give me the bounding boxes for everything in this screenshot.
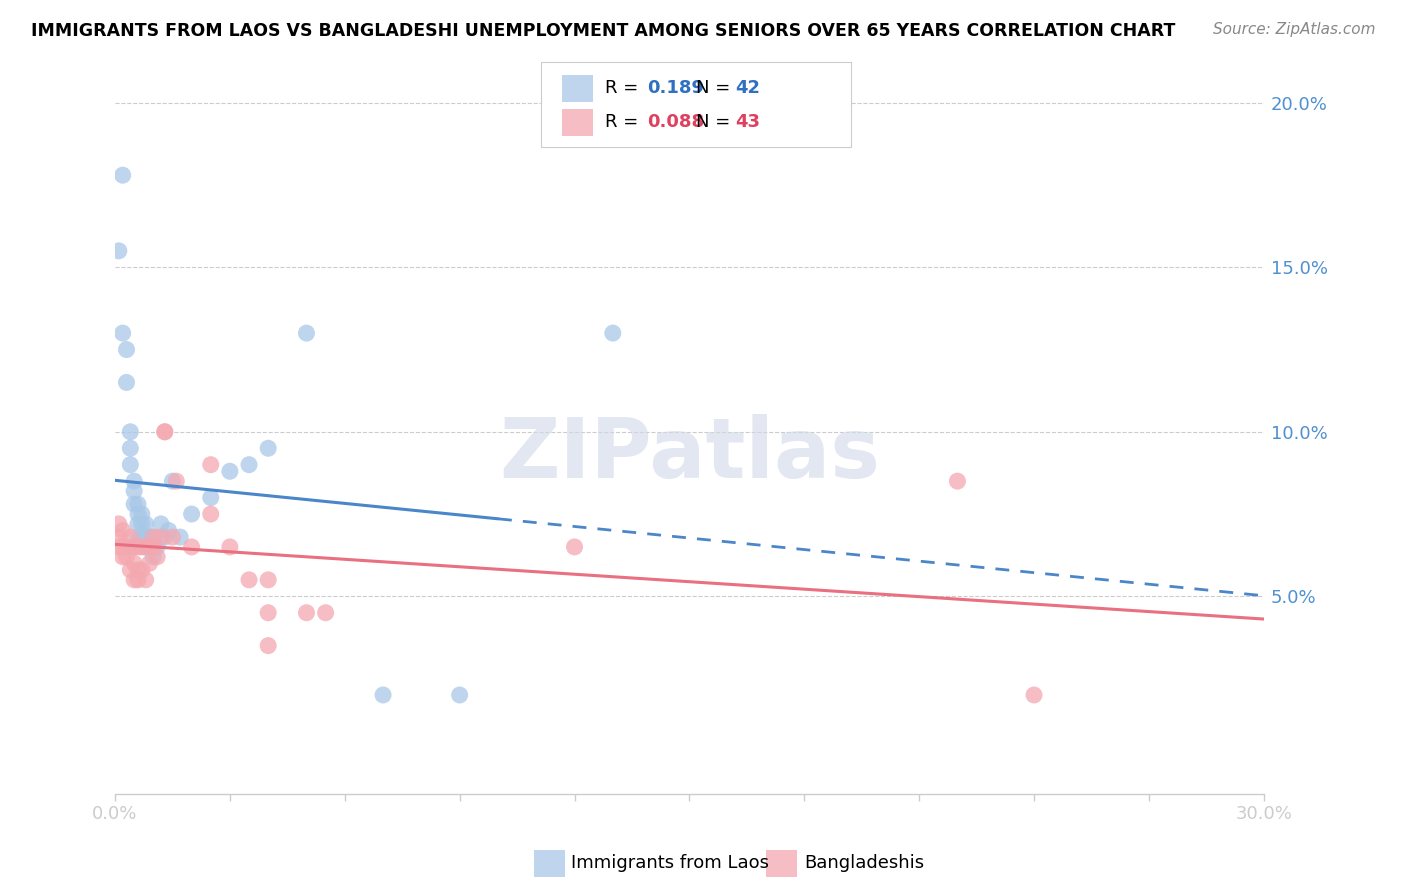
Point bbox=[153, 425, 176, 439]
Point bbox=[111, 326, 134, 340]
Point bbox=[131, 530, 153, 544]
Point bbox=[108, 244, 131, 258]
Point bbox=[111, 540, 134, 554]
Point bbox=[1022, 688, 1045, 702]
Point bbox=[238, 458, 260, 472]
Point bbox=[120, 458, 142, 472]
Point bbox=[146, 540, 169, 554]
Point bbox=[127, 563, 149, 577]
Point bbox=[115, 549, 138, 564]
Point bbox=[120, 425, 142, 439]
Point bbox=[449, 688, 471, 702]
Point bbox=[146, 549, 169, 564]
Point bbox=[120, 442, 142, 456]
Point bbox=[127, 540, 149, 554]
Point bbox=[131, 540, 153, 554]
Point bbox=[162, 474, 184, 488]
Point bbox=[108, 530, 131, 544]
Point bbox=[135, 573, 157, 587]
Point bbox=[115, 540, 138, 554]
Point bbox=[135, 540, 157, 554]
Point bbox=[122, 573, 145, 587]
Text: 0.189: 0.189 bbox=[647, 79, 704, 97]
Text: Source: ZipAtlas.com: Source: ZipAtlas.com bbox=[1212, 22, 1375, 37]
Text: Immigrants from Laos: Immigrants from Laos bbox=[571, 855, 769, 872]
Point bbox=[315, 606, 337, 620]
Point bbox=[127, 573, 149, 587]
Point bbox=[257, 573, 280, 587]
Point bbox=[257, 442, 280, 456]
Text: N =: N = bbox=[696, 113, 735, 131]
Point bbox=[131, 516, 153, 531]
Point bbox=[180, 540, 202, 554]
Point bbox=[135, 516, 157, 531]
Point bbox=[122, 557, 145, 571]
Text: N =: N = bbox=[696, 79, 735, 97]
Text: 0.088: 0.088 bbox=[647, 113, 704, 131]
Point bbox=[142, 540, 165, 554]
Text: ZIPatlas: ZIPatlas bbox=[499, 414, 880, 495]
Point bbox=[165, 474, 187, 488]
Point bbox=[149, 516, 172, 531]
Text: Bangladeshis: Bangladeshis bbox=[804, 855, 924, 872]
Point bbox=[138, 540, 160, 554]
Point bbox=[169, 530, 191, 544]
Point bbox=[219, 540, 242, 554]
Point bbox=[135, 530, 157, 544]
Point bbox=[219, 464, 242, 478]
Point bbox=[371, 688, 394, 702]
Point bbox=[180, 507, 202, 521]
Point bbox=[162, 530, 184, 544]
Point bbox=[120, 530, 142, 544]
Point bbox=[131, 563, 153, 577]
Point bbox=[127, 530, 149, 544]
Point bbox=[564, 540, 586, 554]
Point bbox=[257, 639, 280, 653]
Point bbox=[238, 573, 260, 587]
Point bbox=[131, 507, 153, 521]
Point bbox=[200, 507, 222, 521]
Point bbox=[111, 524, 134, 538]
Point bbox=[149, 530, 172, 544]
Point bbox=[108, 540, 131, 554]
Text: R =: R = bbox=[605, 113, 644, 131]
Point bbox=[200, 491, 222, 505]
Point bbox=[295, 326, 318, 340]
Point bbox=[946, 474, 969, 488]
Point bbox=[142, 540, 165, 554]
Point bbox=[153, 530, 176, 544]
Point bbox=[142, 530, 165, 544]
Point bbox=[127, 497, 149, 511]
Point bbox=[138, 530, 160, 544]
Point bbox=[127, 507, 149, 521]
Text: IMMIGRANTS FROM LAOS VS BANGLADESHI UNEMPLOYMENT AMONG SENIORS OVER 65 YEARS COR: IMMIGRANTS FROM LAOS VS BANGLADESHI UNEM… bbox=[31, 22, 1175, 40]
Point bbox=[122, 474, 145, 488]
Point bbox=[108, 516, 131, 531]
Point bbox=[122, 483, 145, 498]
Point bbox=[115, 343, 138, 357]
Point bbox=[120, 563, 142, 577]
Text: 42: 42 bbox=[735, 79, 761, 97]
Point bbox=[295, 606, 318, 620]
Point bbox=[111, 168, 134, 182]
Point bbox=[200, 458, 222, 472]
Point bbox=[122, 540, 145, 554]
Point bbox=[115, 376, 138, 390]
Point bbox=[138, 540, 160, 554]
Point bbox=[138, 557, 160, 571]
Point bbox=[153, 425, 176, 439]
Point bbox=[602, 326, 624, 340]
Point bbox=[142, 549, 165, 564]
Point bbox=[142, 530, 165, 544]
Point bbox=[127, 516, 149, 531]
Text: R =: R = bbox=[605, 79, 644, 97]
Point bbox=[257, 606, 280, 620]
Point bbox=[135, 540, 157, 554]
Point bbox=[122, 540, 145, 554]
Point bbox=[157, 524, 180, 538]
Point bbox=[111, 549, 134, 564]
Text: 43: 43 bbox=[735, 113, 761, 131]
Point bbox=[122, 497, 145, 511]
